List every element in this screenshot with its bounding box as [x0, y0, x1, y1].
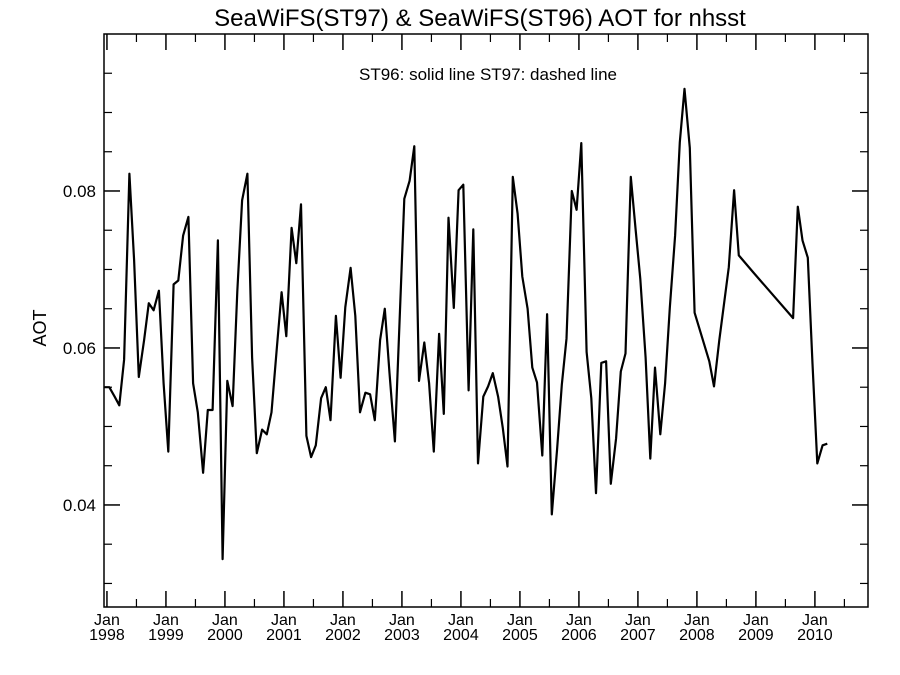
chart-title: SeaWiFS(ST97) & SeaWiFS(ST96) AOT for nh… — [214, 5, 746, 32]
x-tick-label-year: 2007 — [620, 627, 656, 644]
x-tick-label-year: 2001 — [266, 627, 302, 644]
x-tick-label-year: 2005 — [502, 627, 538, 644]
y-axis-ticks: 0.04 0.06 0.08 — [63, 72, 868, 585]
x-tick-label-year: 2000 — [207, 627, 243, 644]
x-axis-ticks: Jan1998Jan1999Jan2000Jan2001Jan2002Jan20… — [89, 34, 846, 644]
x-tick-label-month: Jan — [212, 612, 238, 629]
x-tick-label-year: 2006 — [561, 627, 597, 644]
x-tick-label-year: 2010 — [797, 627, 833, 644]
x-tick-label-year: 2003 — [384, 627, 420, 644]
x-tick-label-year: 1999 — [148, 627, 184, 644]
x-tick-label-month: Jan — [94, 612, 120, 629]
x-tick-label-month: Jan — [389, 612, 415, 629]
y-tick-label: 0.08 — [63, 182, 96, 201]
x-tick-label-month: Jan — [625, 612, 651, 629]
x-tick-label-month: Jan — [330, 612, 356, 629]
y-tick-label: 0.06 — [63, 339, 96, 358]
x-tick-label-month: Jan — [802, 612, 828, 629]
x-tick-label-year: 2008 — [679, 627, 715, 644]
x-tick-label-year: 2002 — [325, 627, 361, 644]
x-tick-label-month: Jan — [507, 612, 533, 629]
x-tick-label-month: Jan — [743, 612, 769, 629]
chart-annotation: ST96: solid line ST97: dashed line — [359, 65, 617, 84]
y-tick-label: 0.04 — [63, 496, 96, 515]
x-tick-label-year: 1998 — [89, 627, 125, 644]
plot-frame — [103, 33, 869, 608]
y-axis-label: AOT — [30, 309, 50, 346]
x-tick-label-month: Jan — [684, 612, 710, 629]
x-tick-label-year: 2004 — [443, 627, 479, 644]
x-tick-label-month: Jan — [566, 612, 592, 629]
x-tick-label-month: Jan — [271, 612, 297, 629]
series-line-st96 — [104, 87, 828, 561]
x-tick-label-month: Jan — [153, 612, 179, 629]
x-tick-label-month: Jan — [448, 612, 474, 629]
x-tick-label-year: 2009 — [738, 627, 774, 644]
series-group — [104, 87, 828, 561]
